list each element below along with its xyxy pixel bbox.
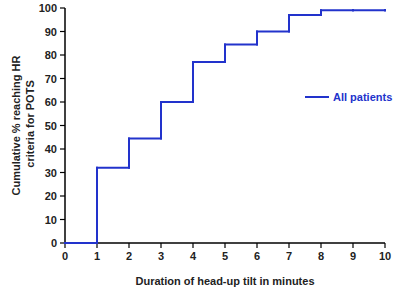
x-tick-label: 6 — [254, 250, 260, 262]
x-tick — [160, 243, 161, 248]
y-tick-label: 50 — [45, 120, 57, 132]
x-tick — [384, 243, 385, 248]
y-axis-label-line: criteria for POTS — [24, 80, 36, 170]
step-segment — [97, 167, 129, 169]
y-tick — [60, 148, 65, 149]
y-tick-label: 30 — [45, 167, 57, 179]
y-tick — [60, 172, 65, 173]
y-tick-label: 0 — [51, 237, 57, 249]
legend-label: All patients — [333, 91, 392, 103]
y-axis-label-line: Cumulative % reaching HR — [10, 55, 22, 195]
y-tick — [60, 31, 65, 32]
y-tick-label: 70 — [45, 73, 57, 85]
x-tick-label: 8 — [318, 250, 324, 262]
y-tick — [60, 219, 65, 220]
y-tick — [60, 7, 65, 8]
x-tick — [256, 243, 257, 248]
step-segment — [257, 31, 289, 33]
x-tick-label: 10 — [379, 250, 391, 262]
step-riser — [288, 15, 290, 31]
x-tick — [352, 243, 353, 248]
y-tick-label: 40 — [45, 143, 57, 155]
legend-swatch — [305, 96, 329, 98]
x-axis-label: Duration of head-up tilt in minutes — [135, 275, 314, 287]
step-segment — [225, 43, 257, 45]
x-tick — [320, 243, 321, 248]
chart: 0 10 20 30 40 50 60 70 80 90 100 0 1 2 3 4 5 6 7 8 9 10 Durati… — [0, 0, 400, 295]
y-tick — [60, 54, 65, 55]
x-tick-label: 1 — [94, 250, 100, 262]
x-tick — [224, 243, 225, 248]
y-tick — [60, 78, 65, 79]
x-tick — [288, 243, 289, 248]
x-tick-label: 9 — [350, 250, 356, 262]
x-tick-label: 4 — [190, 250, 197, 262]
step-riser — [96, 168, 98, 243]
x-tick — [128, 243, 129, 248]
step-segment — [161, 101, 193, 103]
step-segment — [193, 61, 225, 63]
x-tick-label: 7 — [286, 250, 292, 262]
step-riser — [256, 32, 258, 45]
step-riser — [128, 138, 130, 167]
y-tick-label: 10 — [45, 214, 57, 226]
step-segment — [353, 9, 385, 11]
y-tick — [60, 101, 65, 102]
x-tick-label: 0 — [62, 250, 68, 262]
step-riser — [192, 62, 194, 102]
x-tick — [192, 243, 193, 248]
y-axis-label: Cumulative % reaching HR criteria for PO… — [10, 55, 36, 195]
x-tick-label: 5 — [222, 250, 228, 262]
x-tick-label: 3 — [158, 250, 164, 262]
y-tick-label: 100 — [39, 2, 57, 14]
y-tick-label: 80 — [45, 49, 57, 61]
step-segment — [129, 137, 161, 139]
y-tick — [60, 195, 65, 196]
y-tick-label: 20 — [45, 190, 57, 202]
y-tick-label: 60 — [45, 96, 57, 108]
step-riser — [224, 44, 226, 62]
y-tick-label: 90 — [45, 26, 57, 38]
step-segment — [65, 242, 97, 244]
step-segment — [289, 14, 321, 16]
step-riser — [160, 102, 162, 138]
plot-area — [65, 10, 385, 243]
x-tick-label: 2 — [126, 250, 132, 262]
y-tick — [60, 125, 65, 126]
step-segment — [321, 9, 353, 11]
